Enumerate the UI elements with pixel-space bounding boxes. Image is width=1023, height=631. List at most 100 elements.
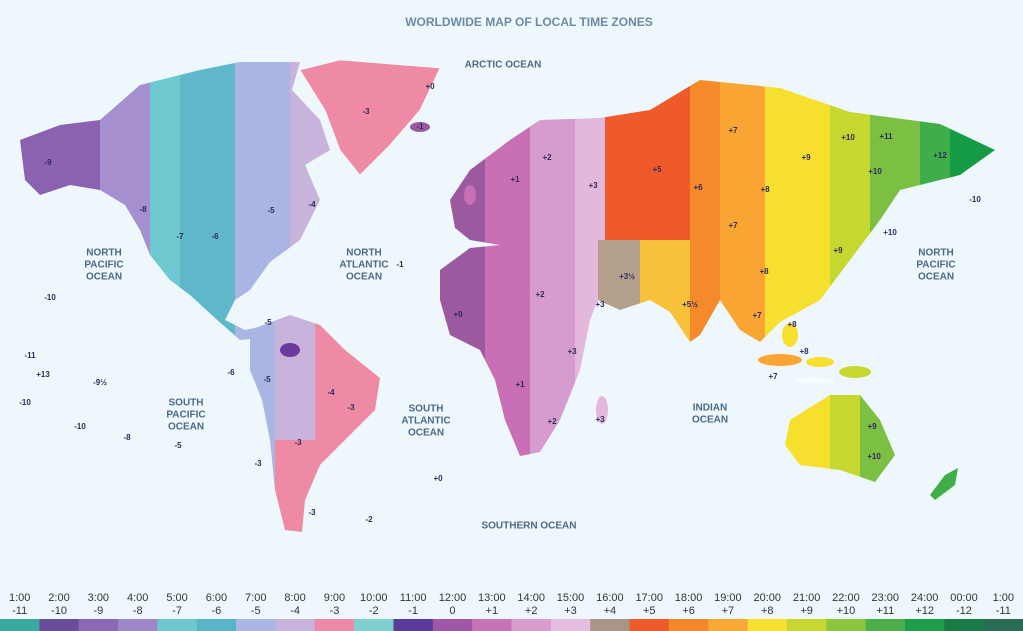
zone-label: -7 [176, 232, 184, 241]
ocean-label: PACIFIC [166, 410, 205, 421]
zone-label: +3 [567, 347, 577, 356]
legend-offset: -1 [408, 605, 418, 617]
legend-swatch [354, 619, 394, 631]
legend-offset: +10 [837, 605, 856, 617]
legend-offset: -2 [369, 605, 379, 617]
legend-offset: +11 [876, 605, 894, 617]
zone-label: +1 [515, 380, 525, 389]
zone-label: +3 [595, 415, 605, 424]
greenland [299, 59, 441, 176]
zone-label: +7 [752, 311, 762, 320]
zone-label: -8 [139, 205, 147, 214]
ocean-labels: ARCTIC OCEANNORTHPACIFICOCEANNORTHATLANT… [84, 60, 955, 532]
legend-offset: +5 [643, 605, 656, 617]
zone-label: -5 [264, 318, 272, 327]
map-title: WORLDWIDE MAP OF LOCAL TIME ZONES [405, 15, 653, 29]
legend-offset: +6 [682, 605, 695, 617]
ocean-label: OCEAN [918, 272, 954, 283]
legend-offset: -4 [290, 605, 300, 617]
legend-swatch [904, 619, 945, 631]
legend-time: 00:00 [950, 592, 978, 604]
legend-offset: -12 [956, 605, 972, 617]
zone-label: -6 [227, 368, 235, 377]
legend-swatch [275, 619, 316, 631]
legend-time: 16:00 [596, 592, 624, 604]
zone-label: -4 [327, 388, 335, 397]
zone-label: +7 [728, 126, 738, 135]
zone-label: +10 [867, 452, 881, 461]
legend-time: 5:00 [166, 592, 187, 604]
zone-label: -10 [969, 195, 981, 204]
zone-label: -5 [263, 375, 271, 384]
ocean-label: INDIAN [693, 403, 727, 414]
zone-label: +12 [933, 151, 947, 160]
ocean-label: PACIFIC [916, 260, 955, 271]
zone-label: -11 [24, 351, 36, 360]
legend-swatch [314, 619, 355, 631]
legend-swatch [629, 619, 670, 631]
legend-offset: +12 [915, 605, 934, 617]
zone-label: -10 [19, 398, 31, 407]
legend-time: 4:00 [127, 592, 148, 604]
zone-label: +9 [867, 422, 877, 431]
zone-label: -3 [347, 403, 355, 412]
ocean-label: OCEAN [692, 415, 728, 426]
ocean-label: NORTH [346, 248, 382, 259]
zone-label: +0 [433, 474, 443, 483]
legend-time: 23:00 [872, 592, 900, 604]
zone-label: +0 [453, 310, 463, 319]
zone-label: +10 [883, 228, 897, 237]
legend-swatch [236, 619, 276, 631]
zone-label: +2 [535, 290, 545, 299]
legend-swatch [432, 619, 473, 631]
legend-offset: +7 [722, 605, 735, 617]
islands [280, 122, 958, 500]
zone-label: -1 [396, 260, 404, 269]
zone-label: -3 [254, 459, 262, 468]
ocean-label: OCEAN [346, 272, 382, 283]
legend-swatch [118, 619, 158, 631]
zone-label: +5½ [682, 300, 698, 309]
legend-swatch [944, 619, 985, 631]
zone-label: +2 [542, 153, 552, 162]
legend-swatch [786, 619, 827, 631]
legend-time: 8:00 [284, 592, 305, 604]
ocean-label: SOUTH [169, 398, 204, 409]
zone-label: +3 [588, 181, 598, 190]
legend-swatch [0, 619, 40, 631]
ocean-label: SOUTHERN OCEAN [481, 521, 576, 532]
zone-label: -4 [308, 200, 316, 209]
zone-label: +8 [787, 320, 797, 329]
zone-label: +13 [36, 370, 50, 379]
legend-time: 7:00 [245, 592, 266, 604]
legend-offset: -7 [172, 605, 182, 617]
legend-swatch [826, 619, 867, 631]
legend-time: 2:00 [48, 592, 69, 604]
legend-time: 15:00 [557, 592, 585, 604]
ocean-label: OCEAN [86, 272, 122, 283]
zone-label: +0 [425, 82, 435, 91]
legend-time: 9:00 [324, 592, 345, 604]
zone-label: +3½ [619, 272, 635, 281]
legend-swatch [472, 619, 512, 631]
zone-label: +2 [547, 417, 557, 426]
zone-label: -5 [267, 206, 275, 215]
legend-swatch [196, 619, 237, 631]
zone-label: -8 [123, 433, 131, 442]
legend-swatch [511, 619, 552, 631]
legend-offset: -6 [212, 605, 222, 617]
legend-time: 24:00 [911, 592, 939, 604]
ocean-label: NORTH [918, 248, 954, 259]
legend-time: 19:00 [714, 592, 742, 604]
zone-label: -9½ [93, 378, 107, 387]
legend-offset: -11 [996, 605, 1011, 617]
zone-label: +8 [760, 185, 770, 194]
legend-time: 22:00 [832, 592, 860, 604]
legend-offset: +2 [525, 605, 538, 617]
ocean-label: NORTH [86, 248, 122, 259]
legend-offset: +4 [604, 605, 617, 617]
legend-time: 10:00 [360, 592, 388, 604]
zone-label: -9 [44, 158, 52, 167]
zone-label: -1 [416, 122, 424, 131]
legend-time: 11:00 [400, 592, 427, 604]
